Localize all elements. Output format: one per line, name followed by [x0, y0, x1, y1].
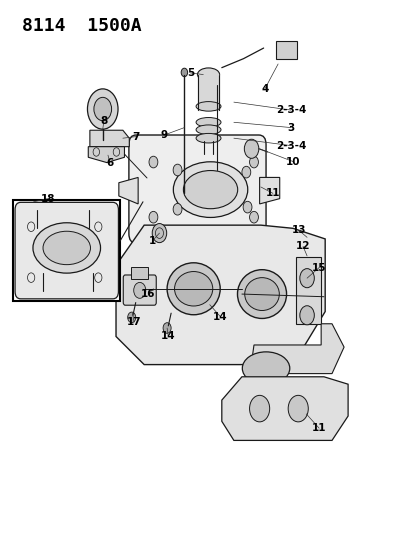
Ellipse shape	[43, 231, 90, 265]
Text: 3: 3	[288, 123, 294, 133]
Ellipse shape	[175, 271, 213, 306]
Text: 6: 6	[107, 158, 114, 168]
Text: 11: 11	[312, 423, 326, 433]
Ellipse shape	[183, 171, 238, 209]
Polygon shape	[116, 225, 325, 365]
Polygon shape	[119, 177, 138, 204]
Circle shape	[249, 395, 270, 422]
Circle shape	[152, 223, 167, 243]
Circle shape	[288, 395, 308, 422]
Polygon shape	[260, 177, 280, 204]
Bar	[296, 257, 321, 324]
Text: 16: 16	[141, 289, 156, 299]
FancyBboxPatch shape	[123, 275, 156, 305]
Bar	[13, 200, 120, 301]
Circle shape	[244, 139, 259, 158]
Text: 8114  1500A: 8114 1500A	[21, 17, 141, 35]
Polygon shape	[222, 377, 348, 440]
Text: 15: 15	[312, 263, 326, 272]
Ellipse shape	[167, 263, 220, 315]
Circle shape	[94, 98, 112, 120]
Text: 12: 12	[296, 241, 310, 252]
Text: 9: 9	[161, 130, 168, 140]
Circle shape	[173, 204, 182, 215]
Polygon shape	[90, 130, 129, 147]
Text: 10: 10	[286, 157, 300, 166]
Circle shape	[249, 156, 258, 168]
Text: 2-3-4: 2-3-4	[276, 141, 306, 151]
Circle shape	[243, 201, 252, 213]
Ellipse shape	[237, 270, 287, 318]
Bar	[276, 41, 296, 59]
Polygon shape	[88, 147, 124, 163]
Text: 8: 8	[100, 116, 108, 126]
Ellipse shape	[196, 125, 221, 134]
Circle shape	[173, 164, 182, 176]
Text: 14: 14	[161, 332, 176, 342]
Ellipse shape	[198, 68, 220, 81]
Text: 7: 7	[132, 132, 140, 142]
Text: 14: 14	[213, 312, 228, 322]
Circle shape	[249, 212, 258, 223]
Ellipse shape	[33, 223, 100, 273]
Text: 18: 18	[40, 193, 55, 204]
Ellipse shape	[245, 278, 279, 311]
Circle shape	[300, 306, 314, 325]
Circle shape	[149, 156, 158, 168]
FancyBboxPatch shape	[15, 203, 118, 299]
Circle shape	[181, 68, 188, 77]
Text: 5: 5	[187, 68, 194, 78]
Ellipse shape	[196, 133, 221, 143]
Circle shape	[242, 166, 251, 178]
Circle shape	[134, 282, 146, 298]
Text: 17: 17	[127, 317, 141, 327]
Ellipse shape	[279, 401, 320, 431]
Ellipse shape	[173, 162, 248, 217]
FancyBboxPatch shape	[129, 135, 266, 243]
Text: 4: 4	[261, 84, 269, 94]
Text: 1: 1	[149, 236, 156, 246]
Bar	[131, 267, 148, 279]
Ellipse shape	[242, 352, 290, 385]
Polygon shape	[250, 324, 344, 374]
Circle shape	[87, 89, 118, 129]
Circle shape	[128, 312, 136, 322]
Text: 13: 13	[292, 225, 306, 236]
Ellipse shape	[196, 102, 221, 111]
Circle shape	[300, 269, 314, 288]
Text: 11: 11	[266, 188, 280, 198]
Circle shape	[163, 322, 171, 333]
Ellipse shape	[196, 117, 221, 127]
Circle shape	[149, 212, 158, 223]
Text: 2-3-4: 2-3-4	[276, 105, 306, 115]
